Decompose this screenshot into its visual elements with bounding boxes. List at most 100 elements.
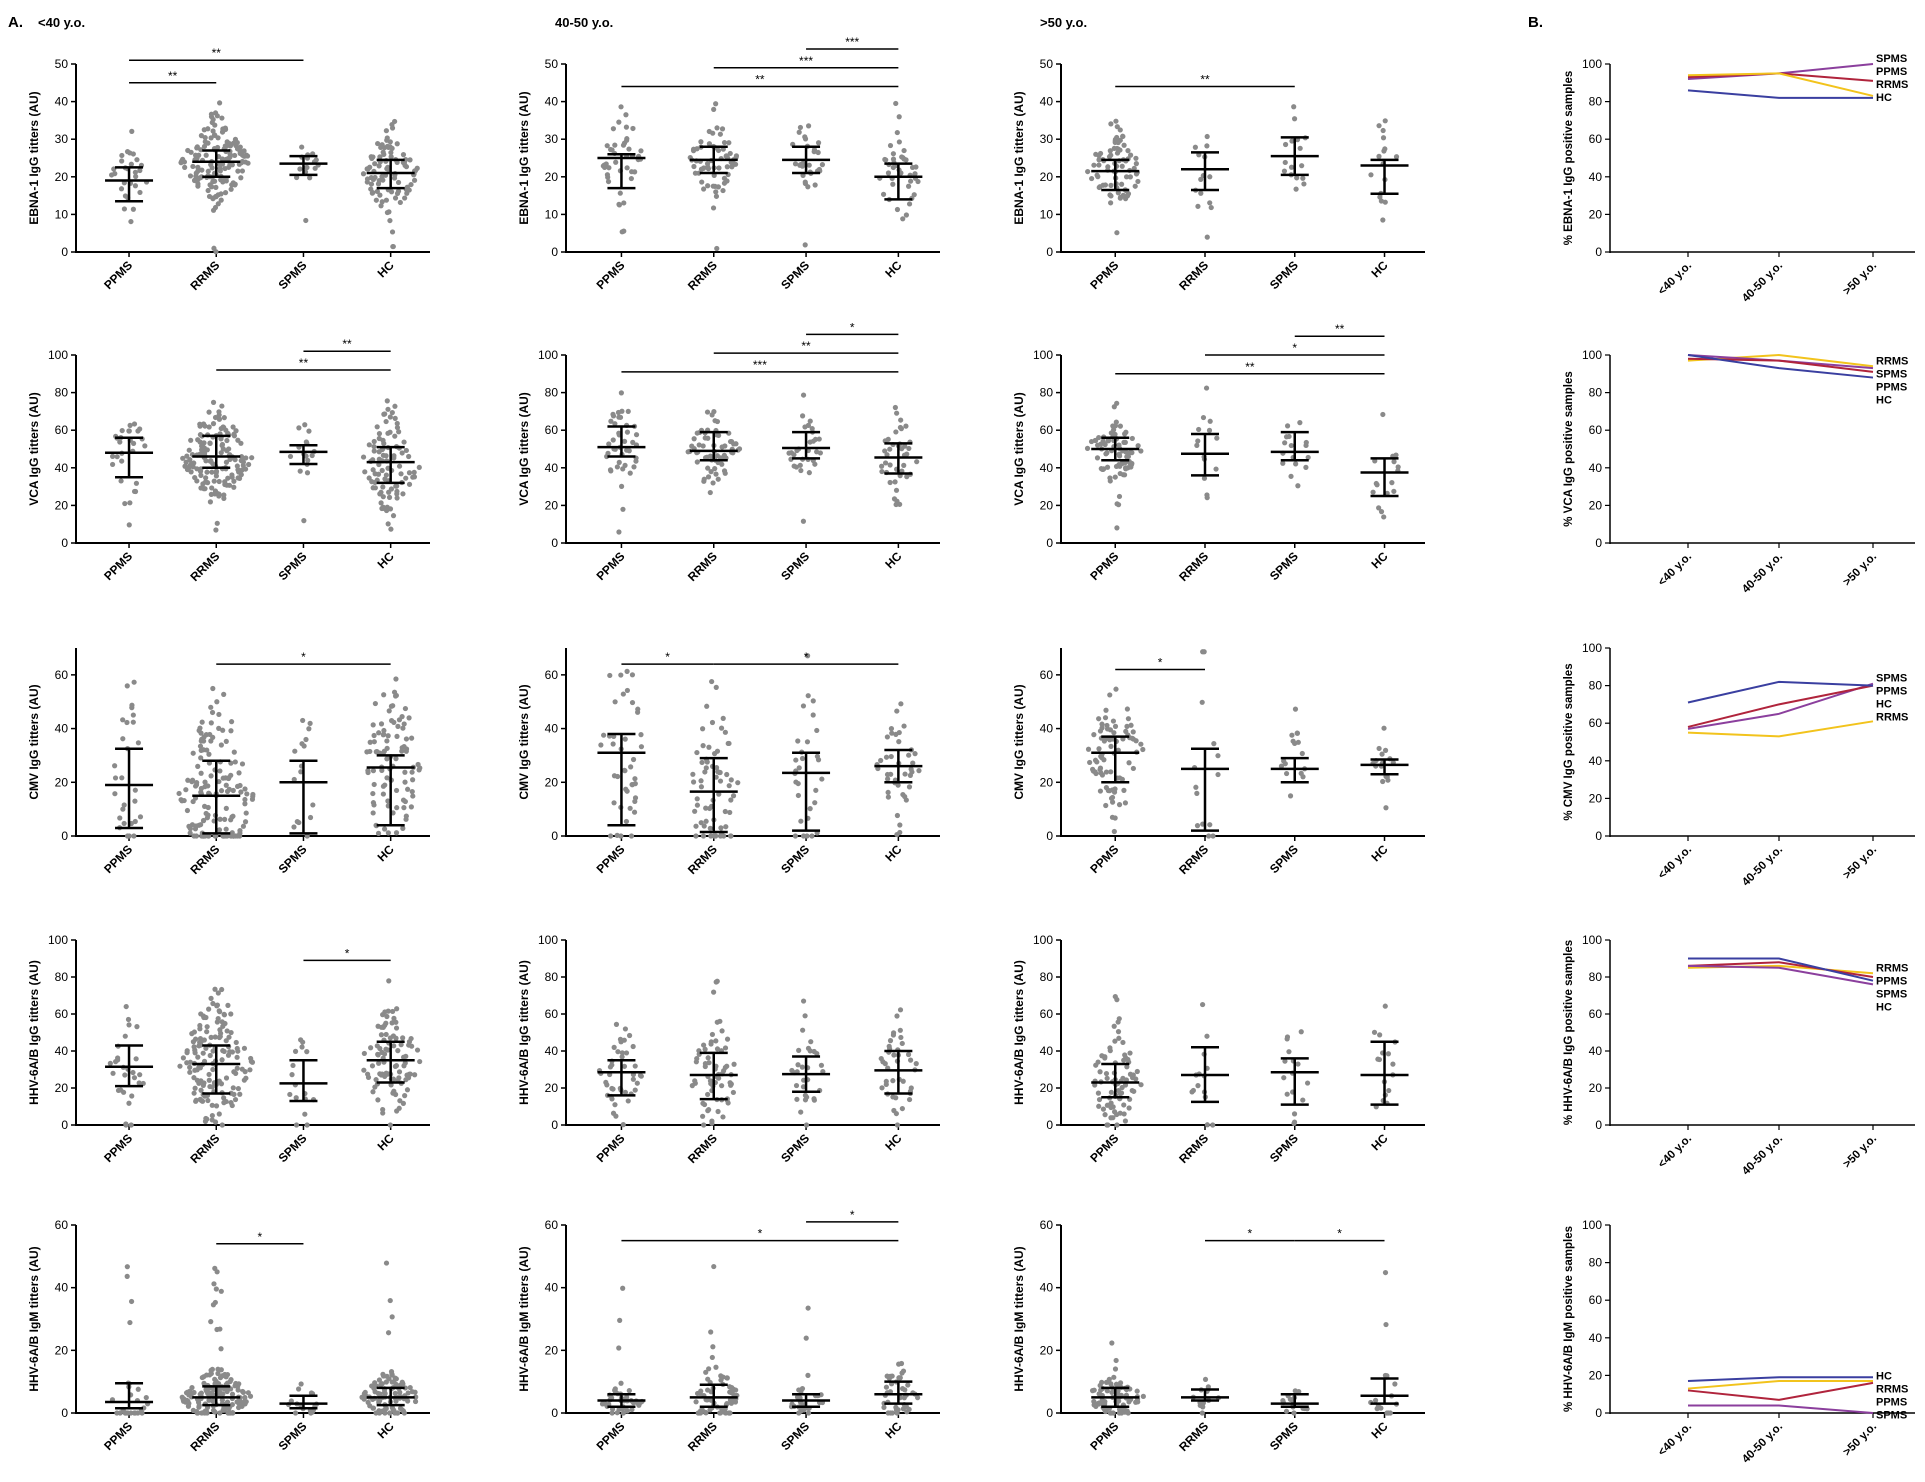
data-point <box>702 1063 708 1070</box>
x-tick-label-spms: SPMS <box>778 1131 812 1165</box>
data-point <box>232 182 238 188</box>
data-point <box>1110 718 1117 724</box>
trend-legend-hc: HC <box>1876 1001 1892 1013</box>
data-point <box>199 167 205 173</box>
data-point <box>1393 452 1399 458</box>
data-point <box>210 1000 216 1007</box>
data-point <box>884 1373 890 1379</box>
data-point <box>890 151 896 157</box>
data-point <box>916 768 922 774</box>
data-point <box>1102 441 1108 448</box>
y-tick-label: 40 <box>1040 1044 1054 1058</box>
data-point <box>1291 104 1297 110</box>
data-point <box>714 1046 721 1052</box>
y-tick-label: 0 <box>61 1406 68 1420</box>
data-point <box>618 390 624 396</box>
significance-label: * <box>1292 341 1297 355</box>
data-point <box>903 423 909 429</box>
data-point <box>217 1375 224 1381</box>
data-point <box>806 470 812 476</box>
data-point <box>215 135 221 141</box>
data-point <box>207 1052 213 1059</box>
x-tick-label-spms: SPMS <box>778 842 812 876</box>
data-point <box>1371 1029 1378 1035</box>
data-point <box>132 787 138 793</box>
data-point <box>694 146 700 152</box>
data-point <box>378 500 384 506</box>
data-point <box>223 1075 230 1081</box>
data-point <box>394 141 400 147</box>
x-tick-label-ppms: PPMS <box>1087 258 1121 292</box>
data-point <box>612 1386 618 1392</box>
y-tick-label: 20 <box>1040 170 1054 184</box>
data-point <box>307 720 313 726</box>
trend-legend-hc: HC <box>1876 1370 1892 1382</box>
data-point <box>1134 1388 1140 1394</box>
data-point <box>1200 1404 1206 1410</box>
y-tick-label: 60 <box>55 1007 69 1021</box>
x-tick-label-ppms: PPMS <box>594 549 628 583</box>
data-point <box>242 819 249 825</box>
data-point <box>411 469 417 475</box>
data-point <box>183 787 189 793</box>
data-point <box>1196 426 1202 433</box>
trend-legend-ppms: PPMS <box>1876 381 1907 393</box>
data-point <box>210 1302 217 1308</box>
data-point <box>1092 1401 1098 1407</box>
data-point <box>691 163 697 170</box>
data-point <box>798 1408 804 1414</box>
data-point <box>1215 753 1221 759</box>
data-point <box>893 1407 900 1413</box>
data-point <box>239 1066 245 1072</box>
data-point <box>298 1381 304 1387</box>
data-point <box>191 1029 197 1035</box>
data-point <box>702 769 708 775</box>
data-point <box>130 151 136 157</box>
data-point <box>1204 1122 1210 1128</box>
data-point <box>901 723 907 729</box>
data-point <box>714 125 720 131</box>
data-point <box>198 755 204 761</box>
data-point <box>218 197 224 203</box>
y-tick-label: 20 <box>1040 775 1054 789</box>
data-point <box>609 1395 615 1401</box>
data-point <box>201 143 208 150</box>
data-point <box>1129 435 1135 442</box>
data-point <box>411 177 418 183</box>
data-point <box>1103 802 1109 809</box>
data-point <box>373 1077 379 1083</box>
data-point <box>798 1109 804 1115</box>
data-point <box>371 438 377 445</box>
data-point <box>885 436 891 442</box>
data-point <box>187 830 193 836</box>
data-point <box>117 815 123 821</box>
data-point <box>803 1122 810 1128</box>
data-point <box>221 1012 228 1018</box>
y-tick-label: 100 <box>1033 348 1053 362</box>
data-point <box>302 1111 308 1117</box>
y-tick-label: 0 <box>1046 536 1053 550</box>
data-point <box>896 729 902 736</box>
y-axis-label: HHV-6A/B IgM titters (AU) <box>27 1246 41 1391</box>
data-point <box>394 495 400 501</box>
data-point <box>204 469 210 475</box>
data-point <box>235 1085 241 1092</box>
data-point <box>376 431 383 437</box>
data-point <box>626 1388 632 1394</box>
y-axis-label: VCA IgG titters (AU) <box>1012 392 1026 506</box>
data-point <box>388 154 394 160</box>
data-point <box>701 823 707 829</box>
data-point <box>393 676 399 682</box>
data-point <box>375 181 382 187</box>
data-point <box>1201 475 1208 481</box>
data-point <box>1109 799 1116 805</box>
data-point <box>1120 1039 1126 1046</box>
data-point <box>885 1410 891 1416</box>
data-point <box>1382 747 1389 753</box>
data-point <box>203 810 209 817</box>
data-point <box>386 708 392 714</box>
trend-line-ppms <box>1687 961 1874 978</box>
